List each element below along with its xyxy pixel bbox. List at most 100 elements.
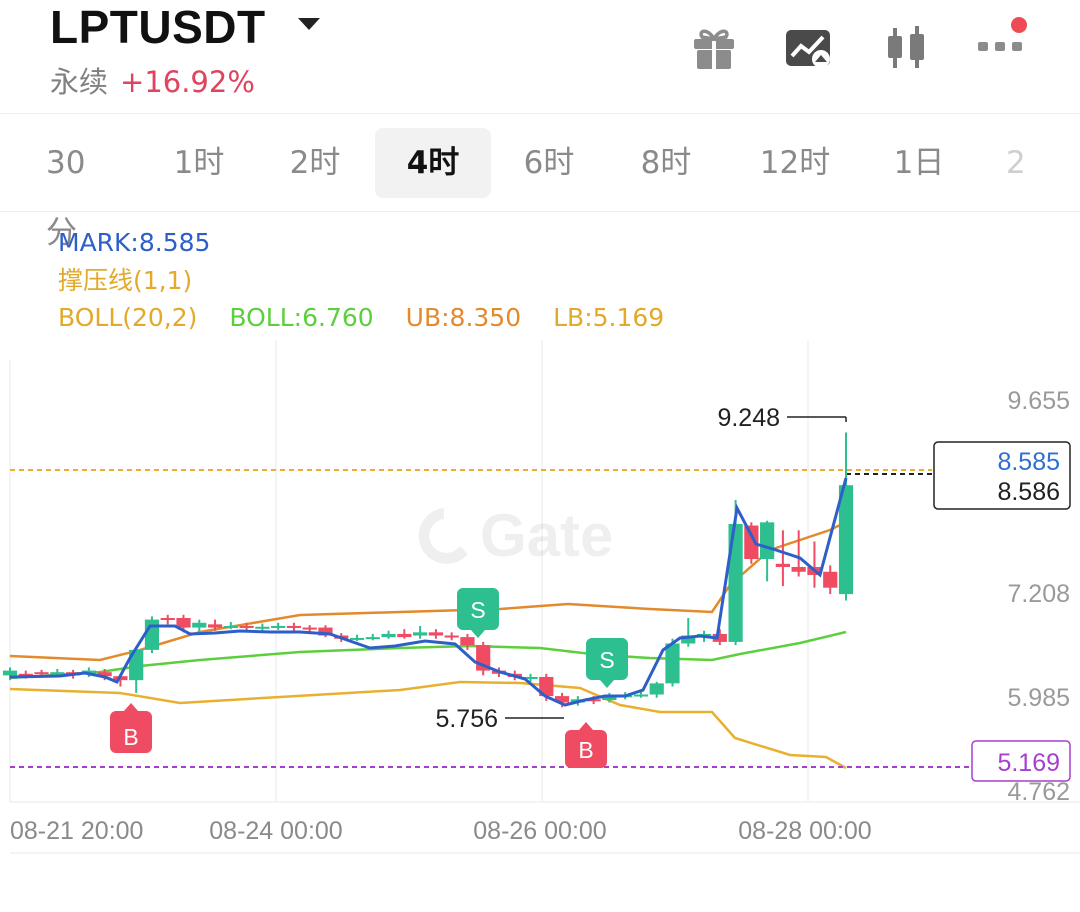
candle-body xyxy=(760,522,775,560)
candle xyxy=(271,622,286,630)
candle-body xyxy=(349,637,365,640)
candle xyxy=(428,629,443,639)
candle-body xyxy=(381,633,396,638)
candle xyxy=(649,681,664,698)
mark-price-value: 8.585 xyxy=(997,448,1060,476)
buy-marker-label: B xyxy=(578,737,593,763)
candle-body xyxy=(144,619,160,650)
notification-dot xyxy=(1011,17,1027,33)
legend-boll-row: BOLL(20,2) BOLL:6.760 UB:8.350 LB:5.169 xyxy=(58,301,664,335)
candle xyxy=(633,691,649,698)
lower-band-box xyxy=(971,740,1071,782)
x-tick-label: 08-26 00:00 xyxy=(473,817,606,845)
candle-body xyxy=(554,696,570,703)
candle xyxy=(349,634,365,642)
sell-marker-label: S xyxy=(599,647,614,673)
last-price-value: 8.586 xyxy=(997,478,1060,506)
candle xyxy=(286,622,302,631)
tab-1h[interactable]: 1时 xyxy=(173,145,225,181)
x-tick-label: 08-24 00:00 xyxy=(209,817,342,845)
tab-4h[interactable]: 4时 xyxy=(375,128,491,198)
candle-body xyxy=(239,625,254,628)
pair-title[interactable]: LPTUSDT xyxy=(50,1,266,53)
tab-6h[interactable]: 6时 xyxy=(523,145,575,181)
candle xyxy=(192,619,207,633)
candle-body xyxy=(428,632,443,636)
svg-text:Gate: Gate xyxy=(480,502,613,569)
candle-body xyxy=(696,633,712,636)
tab-2d[interactable]: 2 xyxy=(1006,145,1026,181)
tab-30m[interactable]: 30分 xyxy=(46,145,86,251)
candle-body xyxy=(823,571,838,588)
buy-marker-label: B xyxy=(123,724,138,750)
tab-12h[interactable]: 12时 xyxy=(759,145,831,181)
candle xyxy=(413,625,428,639)
candle xyxy=(365,633,380,641)
candle xyxy=(602,692,617,703)
buy-marker[interactable]: B xyxy=(110,703,152,753)
candle xyxy=(791,530,806,577)
price-box xyxy=(933,441,1071,510)
candle-body xyxy=(176,617,191,628)
caret-down-icon[interactable] xyxy=(298,18,320,30)
buy-marker[interactable]: B xyxy=(565,722,607,768)
candle-body xyxy=(633,694,649,697)
price-change: +16.92% xyxy=(120,65,255,99)
legend-support-resistance: 撑压线(1,1) xyxy=(58,266,193,295)
candle-body xyxy=(271,625,286,628)
candle-body xyxy=(649,683,664,695)
candle-body xyxy=(744,525,759,560)
candle-body xyxy=(681,635,696,644)
candle xyxy=(823,565,838,595)
kline-chart[interactable]: Gate 9.248 5.756 B S S B 9.655 7.208 5.9… xyxy=(0,340,1080,860)
chart-switch-icon[interactable] xyxy=(784,24,832,72)
more-icon[interactable] xyxy=(976,24,1024,72)
legend-boll-lb: LB:5.169 xyxy=(553,303,665,332)
gift-icon[interactable] xyxy=(690,24,738,72)
pair-subtitle: 永续 +16.92% xyxy=(50,62,255,102)
low-price-label: 5.756 xyxy=(435,705,498,733)
candle xyxy=(681,617,696,647)
candles xyxy=(2,432,854,708)
candle xyxy=(838,432,854,601)
sell-marker[interactable]: S xyxy=(457,588,499,638)
candle-body xyxy=(791,566,806,572)
legend-boll-mid: BOLL:6.760 xyxy=(229,303,374,332)
candle-body xyxy=(18,673,33,676)
tab-2h[interactable]: 2时 xyxy=(289,145,341,181)
sell-marker-label: S xyxy=(470,597,485,623)
candle-body xyxy=(413,632,428,636)
candle xyxy=(744,522,759,564)
tab-8h[interactable]: 8时 xyxy=(640,145,692,181)
tab-1d[interactable]: 1日 xyxy=(893,145,945,181)
candle-body xyxy=(460,637,475,646)
candle-body xyxy=(34,672,49,675)
candle xyxy=(2,667,18,681)
candle-body xyxy=(255,626,270,629)
x-tick-label: 08-28 00:00 xyxy=(738,817,871,845)
candle-body xyxy=(712,633,727,642)
candle-body xyxy=(444,635,459,638)
candle xyxy=(665,638,680,687)
candle-body xyxy=(286,625,302,628)
candle xyxy=(223,621,238,630)
sell-marker[interactable]: S xyxy=(586,638,628,688)
candle xyxy=(144,616,160,654)
legend-boll-ub: UB:8.350 xyxy=(405,303,522,332)
y-tick-label: 9.655 xyxy=(1007,387,1070,415)
candlestick-icon[interactable] xyxy=(882,24,930,72)
candle-body xyxy=(129,649,144,681)
candle xyxy=(476,641,491,676)
mark-price-line xyxy=(9,477,848,707)
candle xyxy=(239,622,254,631)
y-tick-label: 4.762 xyxy=(1007,778,1070,806)
candle-body xyxy=(397,633,412,638)
candle xyxy=(712,629,727,646)
candle-body xyxy=(2,670,18,676)
x-tick-label: 08-21 20:00 xyxy=(10,817,143,845)
candle xyxy=(207,619,223,631)
candle-body xyxy=(50,672,65,675)
candle-body xyxy=(160,617,175,620)
candle-body xyxy=(192,622,207,628)
legend-mark: MARK:8.585 xyxy=(58,228,211,257)
